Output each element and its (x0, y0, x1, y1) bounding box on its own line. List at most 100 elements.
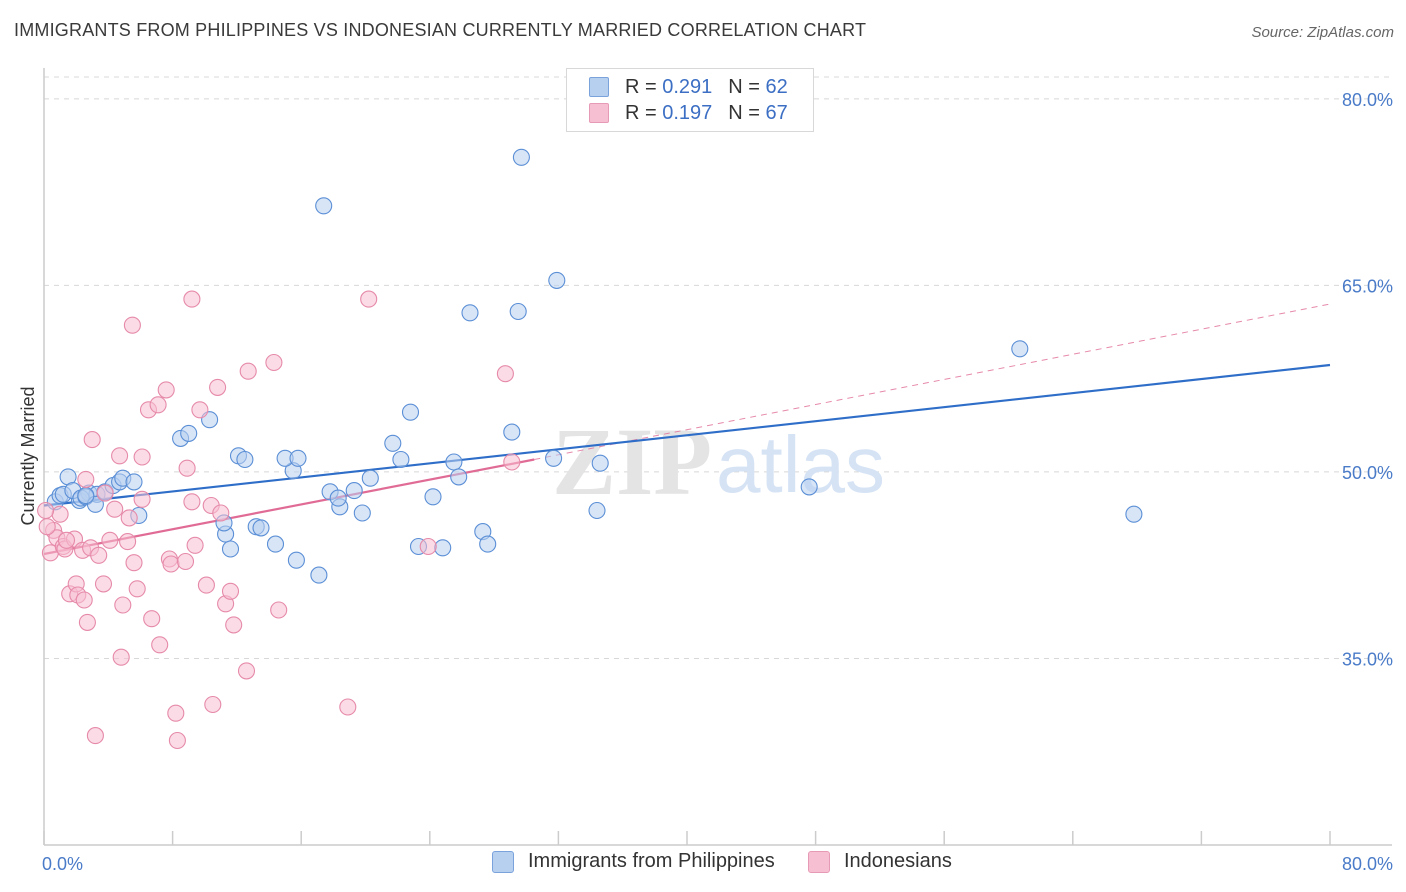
series-legend-indonesians[interactable]: Indonesians (808, 850, 952, 873)
point-indonesians (75, 591, 93, 609)
point-indonesians (176, 552, 195, 571)
point-philippines (221, 540, 240, 558)
point-philippines (450, 468, 468, 486)
point-philippines (800, 478, 818, 496)
point-indonesians (112, 648, 130, 666)
point-indonesians (162, 555, 180, 573)
point-philippines (392, 450, 410, 469)
legend-r-label: R = (625, 101, 657, 124)
point-philippines (479, 535, 497, 553)
point-indonesians (197, 576, 215, 594)
series-swatch-pink (808, 850, 830, 873)
point-indonesians (94, 575, 113, 593)
series-legend-philippines[interactable]: Immigrants from Philippines (492, 850, 775, 873)
trend-line-philippines (43, 363, 1331, 507)
point-indonesians (57, 531, 76, 549)
axes (43, 68, 1392, 846)
point-indonesians (90, 546, 108, 564)
point-indonesians (149, 396, 167, 414)
point-indonesians (106, 500, 124, 518)
point-indonesians (183, 493, 201, 511)
point-indonesians (157, 381, 175, 399)
point-philippines (315, 197, 333, 215)
legend-r-value: 0.291 (662, 75, 713, 98)
point-philippines (1011, 340, 1029, 358)
point-philippines (310, 566, 328, 584)
point-indonesians (114, 596, 132, 614)
y-tick-label: 50.0% (1342, 463, 1393, 483)
legend-row-philippines: R = 0.291 N = 62 (589, 75, 788, 99)
point-indonesians (503, 453, 521, 471)
point-indonesians (96, 484, 114, 502)
legend-n-value: 62 (765, 75, 788, 98)
legend-n-value: 67 (765, 101, 788, 124)
legend-r-label: R = (625, 75, 657, 98)
point-indonesians (78, 613, 96, 631)
point-indonesians (212, 504, 230, 522)
point-philippines (503, 423, 521, 441)
point-philippines (384, 434, 402, 452)
point-indonesians (101, 531, 119, 549)
point-philippines (77, 487, 95, 505)
correlation-legend: R = 0.291 N = 62 R = 0.197 N = 67 (566, 68, 814, 132)
point-indonesians (167, 704, 185, 722)
watermark-atlas: atlas (716, 420, 885, 509)
point-philippines (1125, 505, 1143, 523)
point-philippines (236, 450, 254, 469)
point-philippines (252, 519, 270, 537)
point-indonesians (209, 378, 227, 396)
point-indonesians (125, 554, 143, 572)
series-label: Indonesians (844, 850, 952, 872)
point-philippines (266, 535, 285, 553)
point-indonesians (86, 727, 104, 745)
point-philippines (289, 449, 307, 467)
legend-swatch-blue (589, 77, 609, 97)
x-tick-label: 0.0% (42, 854, 83, 874)
y-tick-label: 35.0% (1342, 649, 1393, 669)
point-philippines (461, 304, 479, 322)
point-indonesians (133, 448, 151, 466)
point-philippines (180, 424, 198, 442)
series-label: Immigrants from Philippines (528, 850, 775, 872)
trend-line-indonesians-extension (534, 303, 1331, 460)
point-indonesians (339, 698, 357, 716)
point-indonesians (111, 447, 129, 465)
y-axis-label: Currently Married (18, 386, 38, 525)
legend-swatch-pink (589, 103, 609, 123)
data-points (37, 148, 1143, 750)
point-philippines (512, 148, 530, 166)
y-tick-label: 65.0% (1342, 276, 1393, 296)
watermark-zip: ZIP (552, 408, 712, 515)
point-philippines (345, 482, 363, 500)
point-indonesians (225, 616, 243, 634)
point-indonesians (178, 459, 196, 477)
point-philippines (445, 453, 463, 471)
point-philippines (401, 403, 420, 421)
point-indonesians (168, 731, 186, 750)
point-indonesians (360, 290, 378, 308)
point-philippines (434, 539, 452, 557)
point-indonesians (120, 509, 138, 527)
series-swatch-blue (492, 850, 514, 873)
point-indonesians (204, 695, 222, 714)
point-philippines (509, 302, 527, 321)
point-indonesians (237, 662, 256, 680)
y-tick-label: 80.0% (1342, 90, 1393, 110)
tick-labels: 35.0% 50.0% 65.0% 80.0% 0.0% 80.0% (42, 90, 1393, 874)
legend-r-value: 0.197 (662, 101, 713, 124)
point-indonesians (143, 610, 161, 628)
point-philippines (424, 488, 442, 506)
point-indonesians (128, 580, 146, 598)
point-indonesians (419, 537, 437, 556)
point-philippines (287, 551, 305, 569)
point-philippines (329, 489, 347, 507)
point-indonesians (51, 505, 69, 523)
point-indonesians (191, 401, 209, 419)
legend-n-label: N = (728, 101, 760, 124)
point-indonesians (83, 431, 101, 449)
point-indonesians (123, 316, 141, 334)
point-indonesians (38, 518, 56, 536)
point-indonesians (221, 582, 240, 600)
point-philippines (545, 449, 563, 467)
